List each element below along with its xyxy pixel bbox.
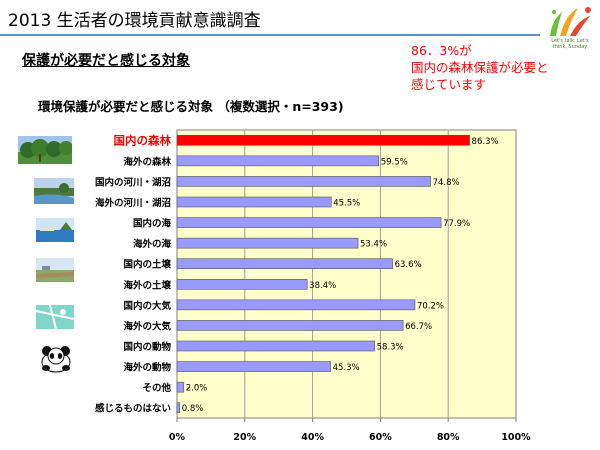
data-label: 66.7% [405,322,432,332]
bar [176,381,185,393]
data-label: 59.5% [381,157,408,167]
category-label: 国内の土壌 [123,259,171,271]
title-bar: 2013 生活者の環境貢献意識調査 [0,0,600,36]
category-label: 国内の森林 [114,133,172,147]
x-tick-label: 100% [501,432,531,443]
title-rule [0,34,540,36]
bar [176,361,331,372]
bar [176,217,442,228]
slide-title: 2013 生活者の環境貢献意識調査 [8,11,261,31]
data-label: 45.5% [333,199,360,209]
category-label: 海外の大気 [123,320,171,332]
data-label: 45.3% [333,363,360,373]
callout-line: 86．3%が [411,43,472,58]
chart-title: 環境保護が必要だと感じる対象 （複数選択・n=393) [38,99,344,114]
category-label: 国内の海 [133,218,172,230]
category-label: 国内の動物 [123,341,171,353]
x-tick-label: 80% [437,432,460,443]
bar [176,278,308,290]
category-label: 感じるものはない [95,403,171,415]
bar [176,134,470,146]
data-label: 58.3% [377,343,404,353]
category-label: 海外の土壌 [123,279,171,291]
bar [176,320,404,331]
x-tick-label: 0% [169,432,186,443]
data-label: 38.4% [309,281,336,291]
category-label: その他 [142,382,171,394]
bar [176,402,181,414]
callout-line: 国内の森林保護が必要と [411,60,549,75]
river-photo [34,178,74,204]
x-tick-label: 20% [233,432,256,443]
data-label: 0.8% [182,404,204,414]
x-tick-label: 60% [369,432,392,443]
data-label: 77.9% [443,219,470,229]
plot-area [176,129,517,419]
section-subtitle: 保護が必要だと感じる対象 [22,53,190,69]
x-tick-label: 40% [301,432,324,443]
air-photo [36,305,74,329]
bar [176,237,359,249]
category-label: 海外の河川・湖沼 [95,197,171,209]
data-label: 74.8% [433,178,460,188]
data-label: 70.2% [417,301,444,311]
category-label: 海外の海 [133,238,172,250]
callout-line: 感じています [411,77,487,92]
logo-text: Let's talk, Let's think, Sunday [551,38,589,50]
category-label: 国内の大気 [123,300,171,312]
data-label: 53.4% [360,240,387,250]
bar [176,196,332,208]
bar [176,299,416,311]
category-label: 国内の河川・湖沼 [95,176,171,188]
panda-icon [41,346,71,373]
bar [176,155,380,167]
bar [176,258,393,270]
callout-text: 86．3%が 国内の森林保護が必要と 感じています [411,42,596,93]
category-label: 海外の動物 [123,362,171,374]
soil-photo [36,258,74,282]
bar [176,340,375,352]
data-label: 86.3% [472,137,499,147]
data-label: 63.6% [395,260,422,270]
brand-logo: Let's talk, Let's think, Sunday [544,2,596,50]
forest-photo [18,136,72,164]
data-label: 2.0% [186,384,208,394]
sea-photo [36,218,74,242]
brand-logo-graphic [550,7,591,36]
category-label: 海外の森林 [123,156,171,168]
bar [176,176,431,187]
